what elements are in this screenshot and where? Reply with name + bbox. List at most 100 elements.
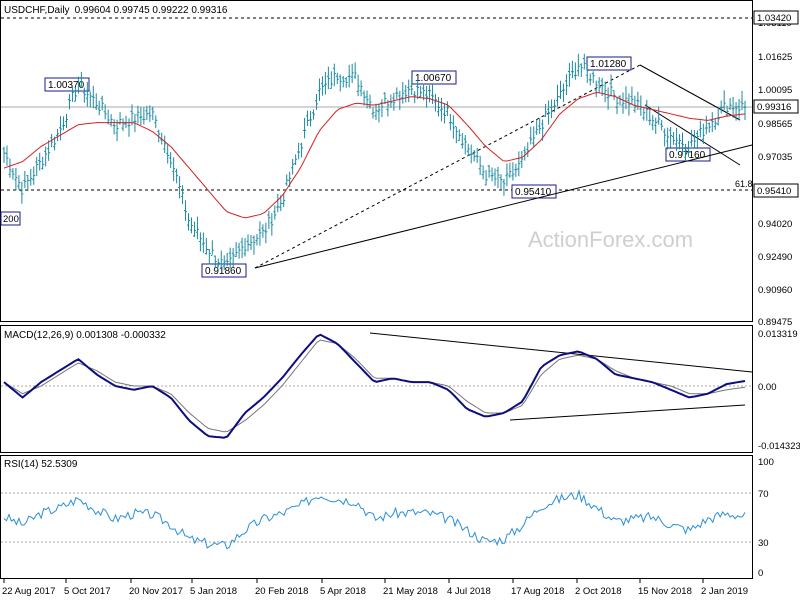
ohlc-bar [67,93,71,110]
ohlc-bar [20,181,24,204]
ohlc-bar [231,248,235,268]
ohlc-bar [627,93,631,116]
ohlc-bar [484,170,488,186]
ohlc-bar [258,221,262,246]
rsi-panel-frame [0,455,753,579]
ohlc-bar [654,117,658,134]
ohlc-bar [401,81,405,104]
ohlc-bar [374,103,378,120]
ohlc-bar [154,115,158,129]
ohlc-bar [326,66,330,90]
ohlc-bar [282,193,286,208]
ohlc-bar [157,129,161,143]
ohlc-bar [64,113,68,129]
ohlc-bar [719,100,723,114]
ohlc-bar [686,140,690,157]
ohlc-bar [535,119,539,136]
price-ma-line [3,91,746,219]
ohlc-bar [2,146,6,163]
ohlc-bar [29,168,33,186]
ohlc-bar [56,128,60,142]
ohlc-bar [591,71,595,84]
ohlc-bar [17,175,21,190]
current-price-box: 0.99316 [753,99,799,114]
x-tick-label: 2 Jan 2019 [701,586,748,597]
ohlc-bar [35,156,39,177]
ohlc-bar [82,87,86,103]
ohlc-bar [371,107,375,119]
ohlc-bar [252,235,256,255]
ohlc-bar [460,132,464,149]
y-tick-label: 0.97035 [758,152,792,163]
y-tick-label: 0.00 [758,382,777,393]
ohlc-bar [362,90,366,106]
y-tick-label: 0.92490 [758,252,792,263]
ohlc-bar [192,221,196,237]
ohlc-bar [514,163,518,177]
macd-header: MACD(12,26,9) 0.001308 -0.000332 [4,330,166,341]
ohlc-bar [606,87,610,110]
ohlc-bar [383,92,387,105]
ohlc-bar [573,62,577,80]
ohlc-bar [434,93,438,112]
ohlc-bar [561,83,565,102]
ohlc-bar [419,85,423,99]
ohlc-bar [103,104,107,120]
x-tick-label: 2 Oct 2018 [575,586,621,597]
ohlc-bar [463,135,467,155]
ohlc-bar [73,87,77,102]
ohlc-bar [210,240,214,257]
ohlc-bar [317,78,321,101]
ohlc-bar [731,96,735,118]
ohlc-bar [511,162,515,181]
ohlc-bar [579,63,583,78]
x-axis: 22 Aug 2017 5 Oct 2017 20 Nov 2017 5 Jan 20… [2,579,748,597]
ohlc-bar [261,224,265,238]
macd-upper-trendline [369,332,753,373]
ohlc-bar [428,85,432,103]
ohlc-bar [630,86,634,105]
ohlc-bar [344,76,348,88]
ohlc-bar [285,174,289,186]
ohlc-bar [582,53,586,70]
ohlc-bar [678,134,682,150]
ohlc-bar [204,237,208,255]
price-header: USDCHF,Daily 0.99604 0.99745 0.99222 0.99… [4,5,228,16]
x-tick-label: 15 Nov 2018 [638,586,692,597]
ohlc-bar [410,76,414,95]
ohlc-bar [163,135,167,153]
macd-lower-trendline [509,404,746,421]
y-tick-label: -0.014323 [758,441,800,452]
svg-text:0.99316: 0.99316 [757,102,791,113]
ohlc-bar [663,128,667,147]
ohlc-bar [62,116,66,131]
ohlc-bar [633,95,637,113]
ohlc-bar [341,76,345,88]
ohlc-bar [550,99,554,119]
ohlc-bar [683,143,687,162]
peak-label-2: 1.00670 [411,70,457,85]
ohlc-bar [603,81,607,103]
ohlc-bar [570,60,574,79]
y-tick-label: 1.01625 [758,52,792,63]
ohlc-bar [323,71,327,95]
dashed-channel-line [254,64,641,269]
ohlc-bar [85,81,89,107]
ohlc-bar [195,216,199,240]
ohlc-bar [335,72,339,85]
ohlc-bar [94,93,98,111]
ohlc-bar [532,126,536,148]
y-tick-label: 0 [758,568,763,579]
left-level-box: 200 [0,211,21,226]
rsi-line [3,488,746,550]
ohlc-bar [79,71,83,87]
ohlc-bar [657,106,661,125]
ohlc-bar [576,53,580,77]
ohlc-bar [222,255,226,271]
ohlc-bar [350,63,354,84]
ohlc-bar [695,130,699,149]
ohlc-bar [240,237,244,259]
ohlc-bar [184,200,188,221]
ohlc-bar [109,114,113,127]
